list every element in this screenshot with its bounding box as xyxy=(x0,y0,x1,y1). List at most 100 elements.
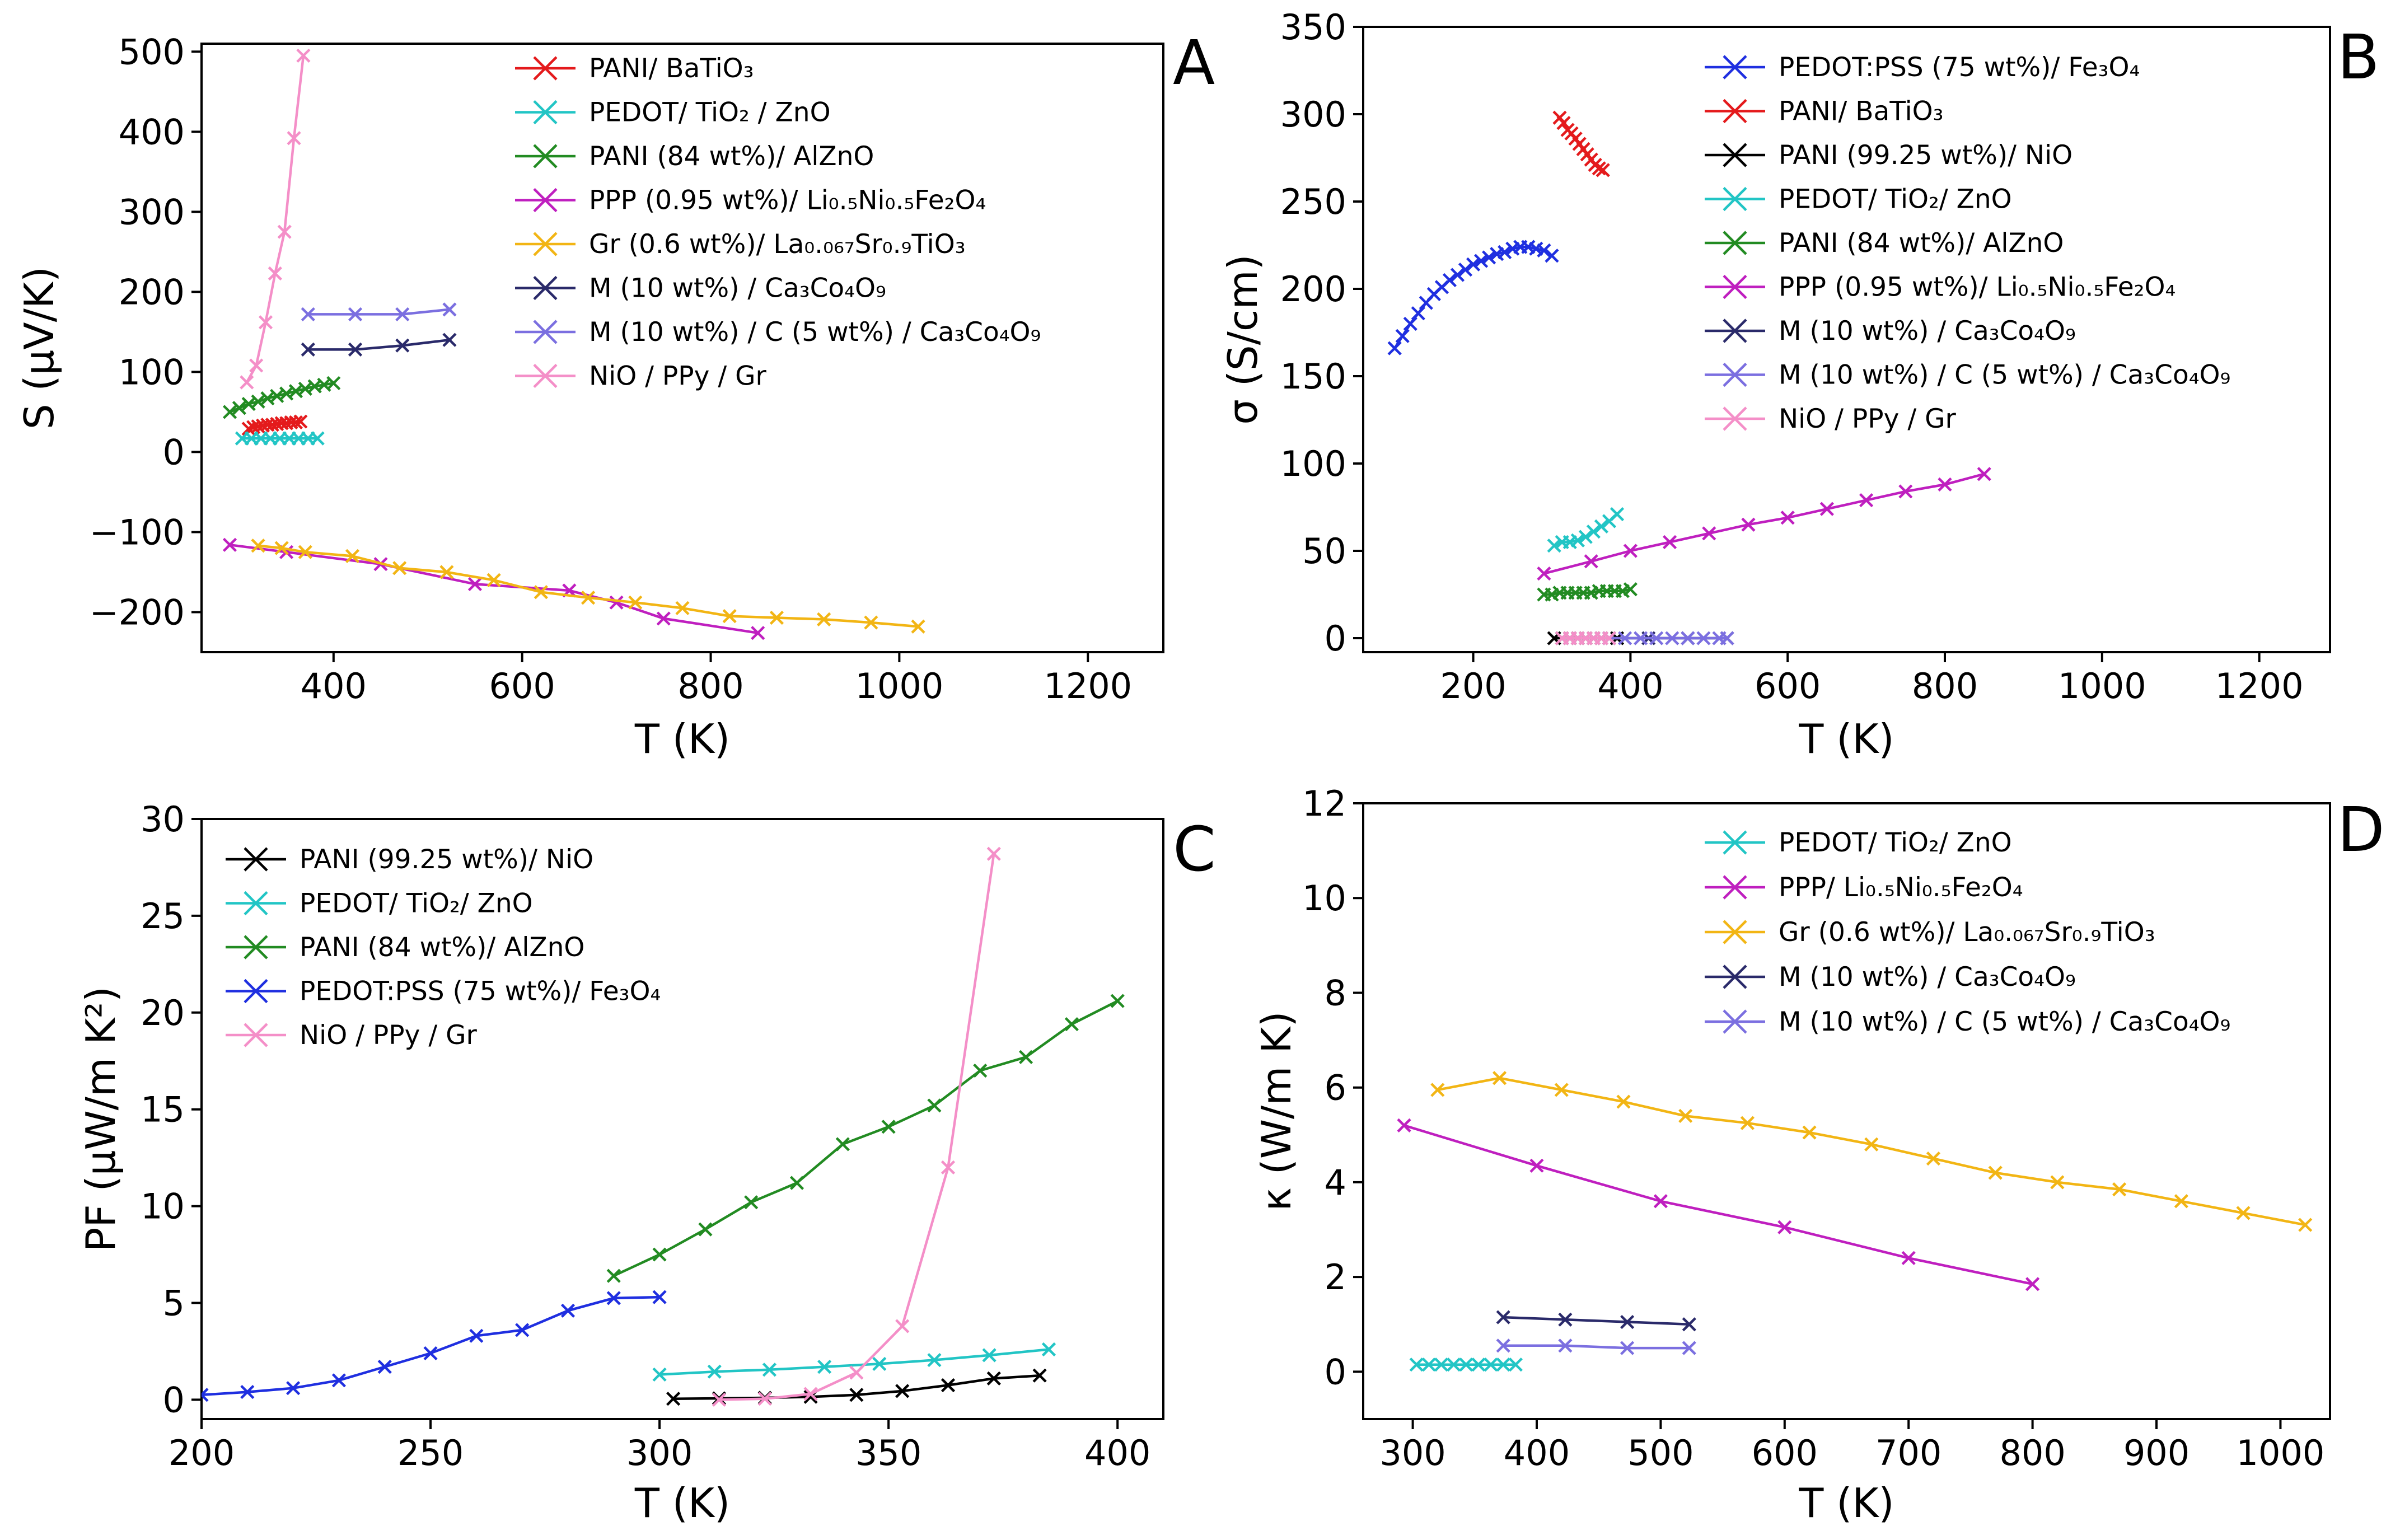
data-point-marker xyxy=(1777,1220,1792,1234)
data-point-marker xyxy=(1471,1358,1486,1372)
data-point-marker xyxy=(268,266,282,281)
data-point-marker xyxy=(1578,530,1593,544)
legend-label: PANI/ BaTiO₃ xyxy=(1779,96,1943,127)
data-point-marker xyxy=(240,375,254,390)
data-point-marker xyxy=(534,585,548,600)
data-point-marker xyxy=(927,1352,942,1368)
x-axis-label: T (K) xyxy=(1798,715,1894,762)
y-axis-label: κ (W/m K) xyxy=(1253,1011,1300,1211)
data-point-marker xyxy=(1741,517,1756,532)
panel-a: 400 600 800 1000 1200 −200 −100 0 100 200 300 400 50… xyxy=(16,27,1215,762)
data-point-marker xyxy=(652,1247,667,1262)
panel-letter: C xyxy=(1173,813,1216,885)
legend-marker xyxy=(1723,920,1747,944)
data-point-marker xyxy=(911,619,925,634)
data-point-marker xyxy=(581,591,596,605)
data-point-marker xyxy=(2174,1194,2188,1209)
x-tick-label: 800 xyxy=(1912,666,1978,706)
x-tick-label: 1200 xyxy=(2215,666,2304,706)
x-tick-label: 600 xyxy=(1755,666,1821,706)
x-tick-label: 300 xyxy=(1379,1433,1445,1473)
data-point-marker xyxy=(310,431,325,446)
data-point-marker xyxy=(1620,1314,1635,1330)
y-tick-label: 100 xyxy=(119,352,185,392)
legend-label: M (10 wt%) / C (5 wt%) / Ca₃Co₄O₉ xyxy=(1779,360,2230,391)
y-tick-label: 0 xyxy=(1325,618,1346,659)
data-point-marker xyxy=(1819,502,1834,516)
data-point-marker xyxy=(1482,250,1496,265)
data-point-marker xyxy=(1474,254,1489,268)
data-point-marker xyxy=(232,401,246,415)
data-point-marker xyxy=(1508,1358,1523,1372)
series-8 xyxy=(1555,631,1617,645)
data-point-marker xyxy=(1032,1368,1047,1383)
data-point-marker xyxy=(395,338,410,353)
x-tick-label: 400 xyxy=(1084,1433,1150,1473)
y-tick-label: 0 xyxy=(163,432,185,472)
series-line xyxy=(308,308,450,316)
data-point-marker xyxy=(712,1392,727,1407)
data-point-marker xyxy=(1421,1358,1436,1372)
x-tick-label: 250 xyxy=(397,1433,464,1473)
legend-label: PEDOT:PSS (75 wt%)/ Fe₃O₄ xyxy=(1779,52,2140,83)
legend-marker xyxy=(1723,875,1747,900)
data-point-marker xyxy=(1498,245,1512,260)
legend-marker xyxy=(1723,143,1747,167)
data-point-marker xyxy=(1802,1125,1817,1140)
data-point-marker xyxy=(467,577,483,592)
x-tick-label: 1200 xyxy=(1044,666,1132,706)
data-point-marker xyxy=(423,1346,438,1361)
legend-marker xyxy=(1723,186,1747,212)
data-point-marker xyxy=(1556,116,1571,130)
data-point-marker xyxy=(982,1348,997,1363)
legend-label: PANI/ BaTiO₃ xyxy=(589,53,754,84)
data-point-marker xyxy=(927,1098,942,1113)
y-tick-label: 15 xyxy=(141,1089,185,1130)
data-point-marker xyxy=(1450,268,1465,282)
legend-marker xyxy=(1723,362,1747,387)
data-point-marker xyxy=(1403,316,1417,331)
data-point-marker xyxy=(1610,507,1625,522)
data-point-marker xyxy=(202,1388,209,1402)
legend-label: Gr (0.6 wt%)/ La₀.₀₆₇Sr₀.₉TiO₃ xyxy=(1779,917,2155,948)
data-point-marker xyxy=(395,307,410,322)
data-point-marker xyxy=(240,1384,255,1399)
x-tick-label: 1000 xyxy=(855,666,943,706)
data-point-marker xyxy=(1458,263,1473,277)
data-point-marker xyxy=(1545,249,1559,263)
data-point-marker xyxy=(296,48,311,63)
data-point-marker xyxy=(656,611,671,626)
data-point-marker xyxy=(1492,1071,1507,1085)
series-line xyxy=(258,544,919,628)
series-line xyxy=(1543,472,1985,575)
data-point-marker xyxy=(348,307,363,322)
data-point-marker xyxy=(1859,493,1874,508)
legend-label: PANI (84 wt%)/ AlZnO xyxy=(300,932,584,963)
data-point-marker xyxy=(469,1328,484,1343)
data-point-marker xyxy=(986,1371,1001,1385)
data-point-marker xyxy=(652,1290,667,1304)
legend-label: PEDOT/ TiO₂ / ZnO xyxy=(589,97,831,128)
data-point-marker xyxy=(1620,1341,1635,1355)
data-point-marker xyxy=(2112,1182,2127,1197)
y-axis-label: S (μV/K) xyxy=(16,266,63,429)
series-4 xyxy=(1537,582,1638,602)
data-point-marker xyxy=(1496,1338,1510,1353)
y-tick-label: 300 xyxy=(119,191,185,232)
data-point-marker xyxy=(1623,544,1638,558)
data-point-marker xyxy=(1653,1194,1668,1209)
y-tick-label: 0 xyxy=(163,1379,185,1420)
data-point-marker xyxy=(1537,566,1551,581)
series-6 xyxy=(301,302,457,322)
data-point-marker xyxy=(1938,477,1952,492)
data-point-marker xyxy=(288,415,303,430)
data-point-marker xyxy=(1602,631,1617,645)
panel-letter: A xyxy=(1173,27,1215,99)
data-point-marker xyxy=(348,342,363,357)
x-tick-label: 600 xyxy=(489,666,555,706)
y-tick-label: −100 xyxy=(90,512,185,553)
data-point-marker xyxy=(515,1323,530,1337)
panel-c: 200 250 300 350 400 0 5 10 15 20 25 30 T (K) PF (μW/m… xyxy=(77,799,1216,1527)
data-point-marker xyxy=(2050,1175,2065,1190)
